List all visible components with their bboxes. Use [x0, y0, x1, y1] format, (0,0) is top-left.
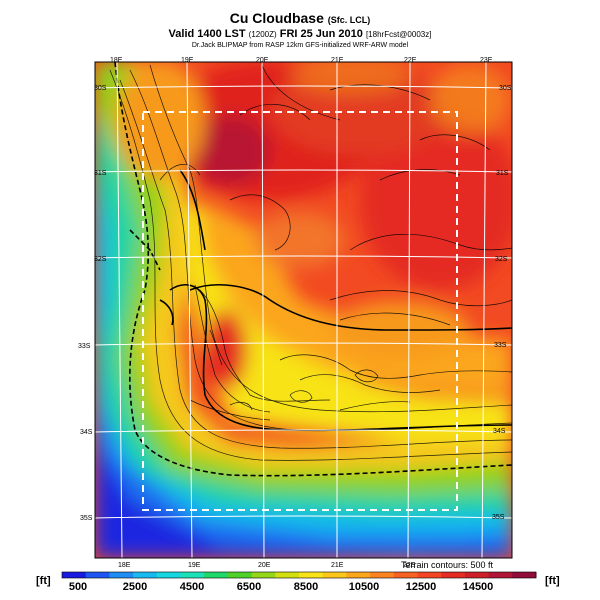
colorbar-swatch [417, 572, 442, 578]
lon-label-top: 18E [110, 57, 123, 64]
colorbar-swatch [156, 572, 181, 578]
lat-label-left: 34S [80, 429, 93, 436]
lon-label-bottom: 18E [118, 562, 131, 569]
colorbar-tick-label: 6500 [236, 581, 262, 593]
lat-label-right: 32S [495, 256, 508, 263]
lat-label-right: 33S [494, 342, 507, 349]
colorbar-swatch [109, 572, 134, 578]
colorbar-swatch [346, 572, 371, 578]
colorbar-swatch [275, 572, 300, 578]
colorbar-tick-label: 2500 [122, 581, 148, 593]
colorbar-tick-label: 10500 [348, 581, 380, 593]
cloudbase-field [95, 62, 512, 558]
colorbar-swatch [322, 572, 347, 578]
colorbar-swatch [299, 572, 324, 578]
colorbar-tick-label: 8500 [293, 581, 319, 593]
colorbar-tick-label: 500 [68, 581, 88, 593]
lon-label-bottom: 21E [331, 562, 344, 569]
lat-label-left: 31S [94, 170, 107, 177]
lat-label-right: 34S [493, 428, 506, 435]
colorbar-swatch [85, 572, 110, 578]
lat-label-left: 35S [80, 515, 93, 522]
lat-label-left: 30S [94, 85, 107, 92]
lat-label-left: 33S [78, 343, 91, 350]
colorbar-tick-label: 12500 [405, 581, 437, 593]
valid-time: Valid 1400 LST (1200Z) FRI 25 Jun 2010 [… [168, 28, 432, 40]
map-subtitle: Dr.Jack BLIPMAP from RASP 12km GFS-initi… [191, 42, 409, 49]
colorbar-swatch [227, 572, 253, 578]
lat-label-left: 32S [94, 256, 107, 263]
colorbar-tick-label: 4500 [179, 581, 205, 593]
lon-label-bottom: 22E [403, 562, 416, 569]
lon-label-top: 20E [256, 57, 269, 64]
colorbar-swatch [370, 572, 395, 578]
colorbar-swatch [133, 572, 158, 578]
colorbar-swatch [204, 572, 229, 578]
map-title: Cu Cloudbase (Sfc. LCL) [229, 10, 371, 26]
colorbar-swatch [441, 572, 466, 578]
colorbar-swatch [251, 572, 276, 578]
colorbar-swatch [393, 572, 418, 578]
lon-label-top: 21E [331, 57, 344, 64]
lon-label-bottom: 20E [258, 562, 271, 569]
colorbar-unit-right: [ft] [545, 575, 560, 587]
colorbar-border [61, 571, 537, 579]
colorbar-unit-left: [ft] [36, 575, 51, 587]
lon-label-top: 22E [404, 57, 417, 64]
colorbar [61, 571, 537, 579]
colorbar-swatch [62, 572, 87, 578]
lon-label-top: 23E [480, 57, 493, 64]
lat-label-right: 35S [492, 514, 505, 521]
lat-label-right: 30S [499, 85, 512, 92]
lat-label-right: 31S [496, 170, 509, 177]
lon-label-bottom: 19E [188, 562, 201, 569]
colorbar-swatch [464, 572, 490, 578]
terrain-contour-note: Terrain contours: 500 ft [401, 560, 494, 570]
lon-label-top: 19E [181, 57, 194, 64]
colorbar-tick-label: 14500 [462, 581, 494, 593]
colorbar-swatch [180, 572, 205, 578]
colorbar-swatch [512, 572, 537, 578]
colorbar-swatch [488, 572, 513, 578]
